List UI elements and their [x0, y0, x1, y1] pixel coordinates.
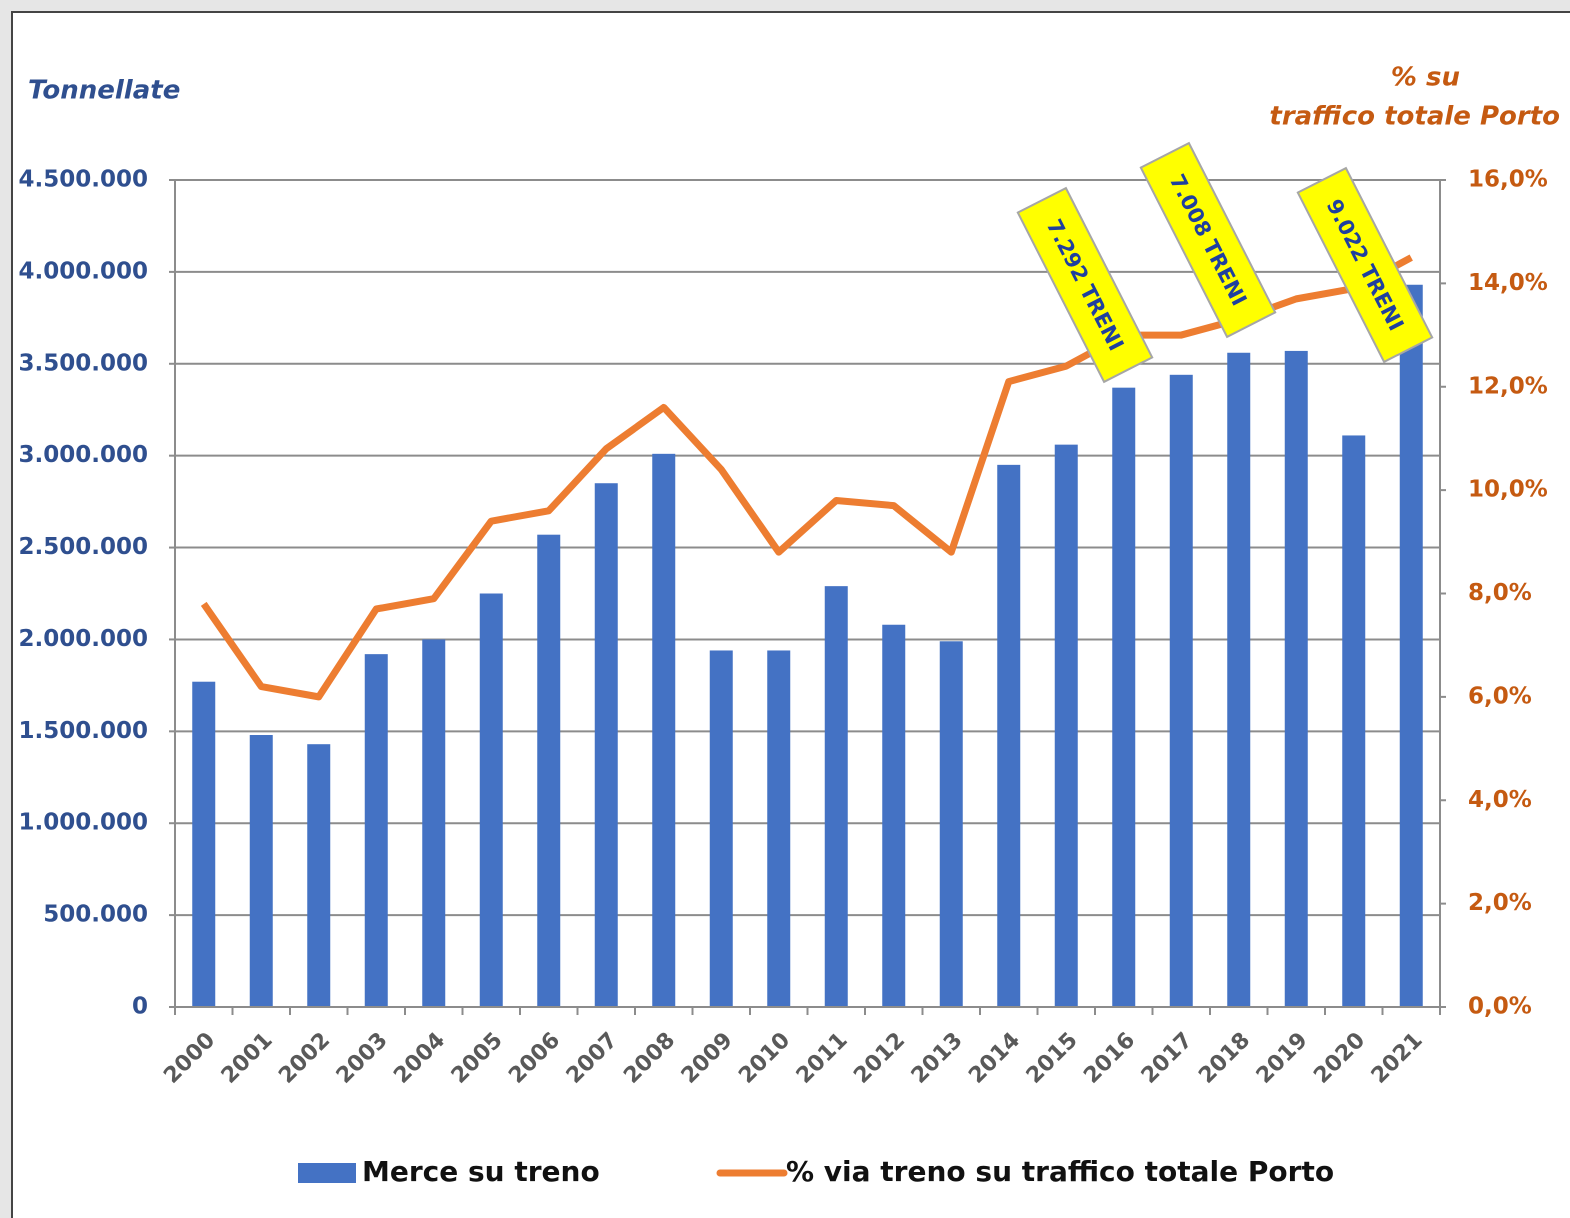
y2-tick-label: 10,0%: [1468, 477, 1548, 503]
legend-label: Merce su treno: [362, 1155, 600, 1188]
y-tick-label: 500.000: [43, 902, 148, 928]
bar: [537, 534, 561, 1007]
y2-tick-label: 8,0%: [1468, 580, 1532, 606]
y2-tick-label: 12,0%: [1468, 373, 1548, 399]
bar: [249, 735, 273, 1007]
bar: [709, 650, 733, 1007]
y-tick-label: 4.500.000: [19, 167, 149, 193]
bar: [479, 593, 503, 1007]
legend-swatch: [298, 1163, 356, 1183]
bar: [192, 681, 216, 1007]
bar: [1284, 350, 1308, 1007]
annotation-box: [1139, 141, 1277, 339]
y2-tick-label: 2,0%: [1468, 890, 1532, 916]
bar: [1399, 284, 1423, 1008]
bar: [307, 744, 331, 1007]
y-tick-label: 0: [132, 994, 148, 1020]
annotation-box: [1296, 166, 1434, 364]
bar: [882, 624, 906, 1007]
y-tick-label: 4.000.000: [19, 258, 149, 284]
y2-axis-title: traffico totale Porto: [1269, 102, 1560, 132]
bar: [594, 483, 618, 1007]
legend-label: % via treno su traffico totale Porto: [786, 1155, 1334, 1188]
bar: [997, 464, 1021, 1007]
y2-tick-label: 0,0%: [1468, 994, 1532, 1020]
bar: [1169, 374, 1193, 1007]
annotation-box: [1016, 186, 1154, 384]
bar: [1227, 352, 1251, 1007]
y-tick-label: 2.000.000: [19, 626, 149, 652]
y2-tick-label: 6,0%: [1468, 683, 1532, 709]
y-axis-title: Tonnellate: [28, 76, 180, 106]
bar: [939, 641, 963, 1007]
bar: [652, 453, 676, 1008]
y-tick-label: 2.500.000: [19, 534, 149, 560]
bar: [1054, 444, 1078, 1007]
bar: [824, 586, 848, 1007]
bar: [364, 654, 388, 1007]
line: [200, 254, 1413, 701]
y-tick-label: 1.000.000: [19, 810, 149, 836]
y2-tick-label: 16,0%: [1468, 167, 1548, 193]
y2-axis-title: % su: [1391, 63, 1460, 93]
bar: [767, 650, 791, 1007]
y2-tick-label: 14,0%: [1468, 270, 1548, 296]
bar: [1342, 435, 1366, 1007]
y-tick-label: 3.500.000: [19, 350, 149, 376]
bar: [1112, 387, 1136, 1007]
y-tick-label: 3.000.000: [19, 442, 149, 468]
bar: [422, 639, 446, 1007]
y2-tick-label: 4,0%: [1468, 787, 1532, 813]
y-tick-label: 1.500.000: [19, 718, 149, 744]
